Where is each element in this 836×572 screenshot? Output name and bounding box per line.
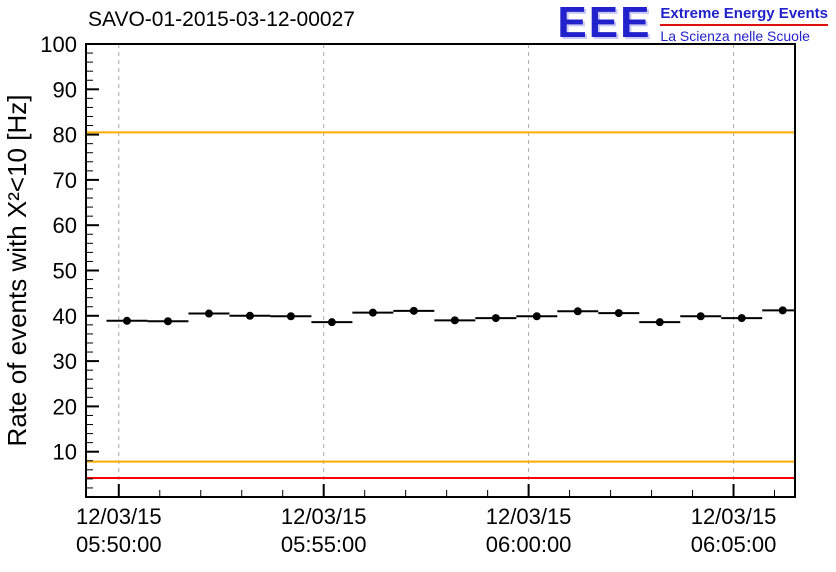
data-point (327, 318, 336, 327)
data-point (696, 312, 705, 321)
data-point (163, 317, 172, 326)
eee-logo: EEE Extreme Energy Events La Scienza nel… (557, 0, 828, 47)
y-tick-label: 80 (53, 123, 77, 148)
y-tick-label: 20 (53, 394, 77, 419)
y-tick-label: 100 (40, 32, 77, 57)
data-point (491, 314, 500, 323)
y-axis-title: Rate of events with X²<10 [Hz] (2, 95, 32, 447)
data-point (204, 309, 213, 318)
data-point (737, 314, 746, 323)
x-tick-time-label: 05:50:00 (76, 532, 162, 557)
x-tick-time-label: 06:05:00 (691, 532, 777, 557)
x-tick-date-label: 12/03/15 (281, 504, 367, 529)
plot-frame (85, 43, 796, 498)
y-tick-label: 30 (53, 349, 77, 374)
logo-tagline-1: Extreme Energy Events (660, 5, 828, 22)
data-point (286, 312, 295, 321)
x-tick-time-label: 05:55:00 (281, 532, 367, 557)
data-point (614, 309, 623, 318)
data-point (655, 318, 664, 327)
eee-acronym: EEE (557, 0, 652, 47)
y-tick-label: 60 (53, 213, 77, 238)
x-tick-date-label: 12/03/15 (76, 504, 162, 529)
data-point (573, 307, 582, 316)
y-tick-label: 70 (53, 168, 77, 193)
y-tick-label: 90 (53, 77, 77, 102)
data-point (368, 308, 377, 317)
data-point (778, 306, 787, 315)
logo-text-block: Extreme Energy Events La Scienza nelle S… (660, 2, 828, 44)
data-point (450, 316, 459, 325)
data-point (532, 312, 541, 321)
x-tick-date-label: 12/03/15 (691, 504, 777, 529)
data-point (409, 306, 418, 315)
x-tick-date-label: 12/03/15 (486, 504, 572, 529)
data-point (122, 316, 131, 325)
chart-title: SAVO-01-2015-03-12-00027 (88, 8, 355, 31)
x-tick-time-label: 06:00:00 (486, 532, 572, 557)
logo-underline (660, 24, 828, 26)
y-tick-label: 40 (53, 304, 77, 329)
y-tick-label: 50 (53, 259, 77, 284)
data-point (245, 311, 254, 320)
logo-tagline-2: La Scienza nelle Scuole (660, 28, 810, 44)
y-tick-label: 10 (53, 440, 77, 465)
